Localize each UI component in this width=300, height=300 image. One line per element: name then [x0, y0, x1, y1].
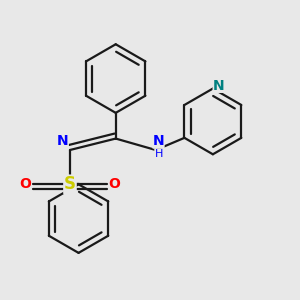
Text: S: S [64, 175, 76, 193]
Text: N: N [57, 134, 69, 148]
Text: N: N [213, 79, 224, 93]
Text: N: N [153, 134, 164, 148]
Text: H: H [154, 148, 163, 159]
Text: O: O [20, 177, 32, 191]
Text: O: O [108, 177, 120, 191]
